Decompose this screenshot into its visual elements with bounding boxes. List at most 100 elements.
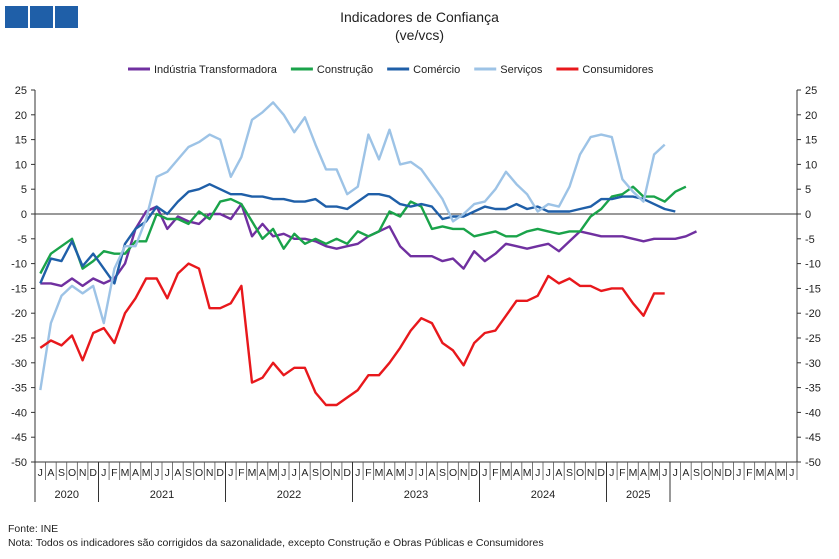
y-tick-label-left: -10 bbox=[11, 259, 27, 271]
y-tick-label-right: 0 bbox=[805, 209, 811, 221]
month-label: J bbox=[673, 467, 678, 479]
month-label: N bbox=[460, 467, 468, 479]
year-label: 2020 bbox=[55, 489, 79, 501]
month-label: F bbox=[492, 467, 498, 479]
month-label: J bbox=[38, 467, 43, 479]
month-label: M bbox=[629, 467, 638, 479]
month-label: J bbox=[165, 467, 170, 479]
month-label: F bbox=[746, 467, 752, 479]
month-label: F bbox=[619, 467, 625, 479]
month-label: N bbox=[714, 467, 722, 479]
month-label: D bbox=[89, 467, 97, 479]
month-label: J bbox=[736, 467, 741, 479]
y-tick-label-left: 10 bbox=[15, 159, 27, 171]
month-label: S bbox=[312, 467, 319, 479]
y-tick-label-left: -5 bbox=[17, 234, 27, 246]
month-label: M bbox=[269, 467, 278, 479]
month-label: J bbox=[546, 467, 551, 479]
month-label: J bbox=[535, 467, 540, 479]
logo-block-2 bbox=[30, 6, 53, 28]
month-label: J bbox=[408, 467, 413, 479]
month-label: F bbox=[238, 467, 244, 479]
chart-title: Indicadores de Confiança bbox=[340, 9, 499, 25]
logo-block-1 bbox=[5, 6, 28, 28]
month-label: M bbox=[650, 467, 659, 479]
legend-label-0: Indústria Transformadora bbox=[154, 64, 278, 76]
y-tick-label-right: -25 bbox=[805, 333, 821, 345]
year-label: 2024 bbox=[531, 489, 555, 501]
source-text: Fonte: INE bbox=[8, 523, 59, 535]
y-tick-label-right: -10 bbox=[805, 259, 821, 271]
year-label: 2023 bbox=[404, 489, 428, 501]
month-label: J bbox=[419, 467, 424, 479]
y-tick-label-left: 15 bbox=[15, 135, 27, 147]
legend-label-2: Comércio bbox=[413, 64, 460, 76]
month-label: J bbox=[482, 467, 487, 479]
month-label: S bbox=[566, 467, 573, 479]
month-label: S bbox=[693, 467, 700, 479]
month-label: A bbox=[301, 467, 308, 479]
y-tick-label-right: -45 bbox=[805, 432, 821, 444]
month-label: J bbox=[609, 467, 614, 479]
y-tick-label-left: -15 bbox=[11, 283, 27, 295]
month-label: A bbox=[513, 467, 520, 479]
y-tick-label-right: -5 bbox=[805, 234, 815, 246]
y-tick-label-right: 5 bbox=[805, 184, 811, 196]
y-tick-label-right: -20 bbox=[805, 308, 821, 320]
month-label: A bbox=[555, 467, 562, 479]
y-tick-label-right: -30 bbox=[805, 358, 821, 370]
year-label: 2021 bbox=[150, 489, 174, 501]
y-tick-label-right: -40 bbox=[805, 407, 821, 419]
month-label: S bbox=[439, 467, 446, 479]
month-label: S bbox=[185, 467, 192, 479]
month-label: M bbox=[502, 467, 511, 479]
month-label: A bbox=[174, 467, 181, 479]
month-label: D bbox=[343, 467, 351, 479]
month-label: F bbox=[365, 467, 371, 479]
month-label: O bbox=[576, 467, 584, 479]
y-tick-label-right: -35 bbox=[805, 383, 821, 395]
y-tick-label-right: 25 bbox=[805, 85, 817, 97]
month-label: D bbox=[470, 467, 478, 479]
month-label: D bbox=[597, 467, 605, 479]
note-text: Nota: Todos os indicadores são corrigido… bbox=[8, 537, 544, 549]
y-tick-label-left: -35 bbox=[11, 383, 27, 395]
month-label: O bbox=[703, 467, 711, 479]
month-label: J bbox=[154, 467, 159, 479]
y-tick-label-right: 15 bbox=[805, 135, 817, 147]
month-label: D bbox=[216, 467, 224, 479]
month-label: O bbox=[322, 467, 330, 479]
month-label: J bbox=[662, 467, 667, 479]
month-label: N bbox=[79, 467, 87, 479]
legend-label-3: Serviços bbox=[500, 64, 543, 76]
month-label: A bbox=[428, 467, 435, 479]
month-label: O bbox=[195, 467, 203, 479]
month-label: N bbox=[206, 467, 214, 479]
chart-subtitle: (ve/vcs) bbox=[395, 27, 444, 43]
legend-label-1: Construção bbox=[317, 64, 373, 76]
y-tick-label-left: 20 bbox=[15, 110, 27, 122]
y-tick-label-right: -50 bbox=[805, 457, 821, 469]
month-label: F bbox=[111, 467, 117, 479]
y-tick-label-right: 20 bbox=[805, 110, 817, 122]
y-tick-label-right: -15 bbox=[805, 283, 821, 295]
month-label: N bbox=[333, 467, 341, 479]
year-label: 2025 bbox=[626, 489, 650, 501]
month-label: A bbox=[259, 467, 266, 479]
y-tick-label-left: -30 bbox=[11, 358, 27, 370]
month-label: A bbox=[640, 467, 647, 479]
month-label: M bbox=[142, 467, 151, 479]
month-label: M bbox=[396, 467, 405, 479]
month-label: J bbox=[789, 467, 794, 479]
month-label: M bbox=[756, 467, 765, 479]
y-tick-label-left: -25 bbox=[11, 333, 27, 345]
y-tick-label-left: 25 bbox=[15, 85, 27, 97]
month-label: A bbox=[682, 467, 689, 479]
month-label: A bbox=[132, 467, 139, 479]
y-tick-label-left: -45 bbox=[11, 432, 27, 444]
month-label: J bbox=[292, 467, 297, 479]
month-label: J bbox=[281, 467, 286, 479]
month-label: S bbox=[58, 467, 65, 479]
logo-block-3 bbox=[55, 6, 78, 28]
y-tick-label-left: 0 bbox=[21, 209, 27, 221]
